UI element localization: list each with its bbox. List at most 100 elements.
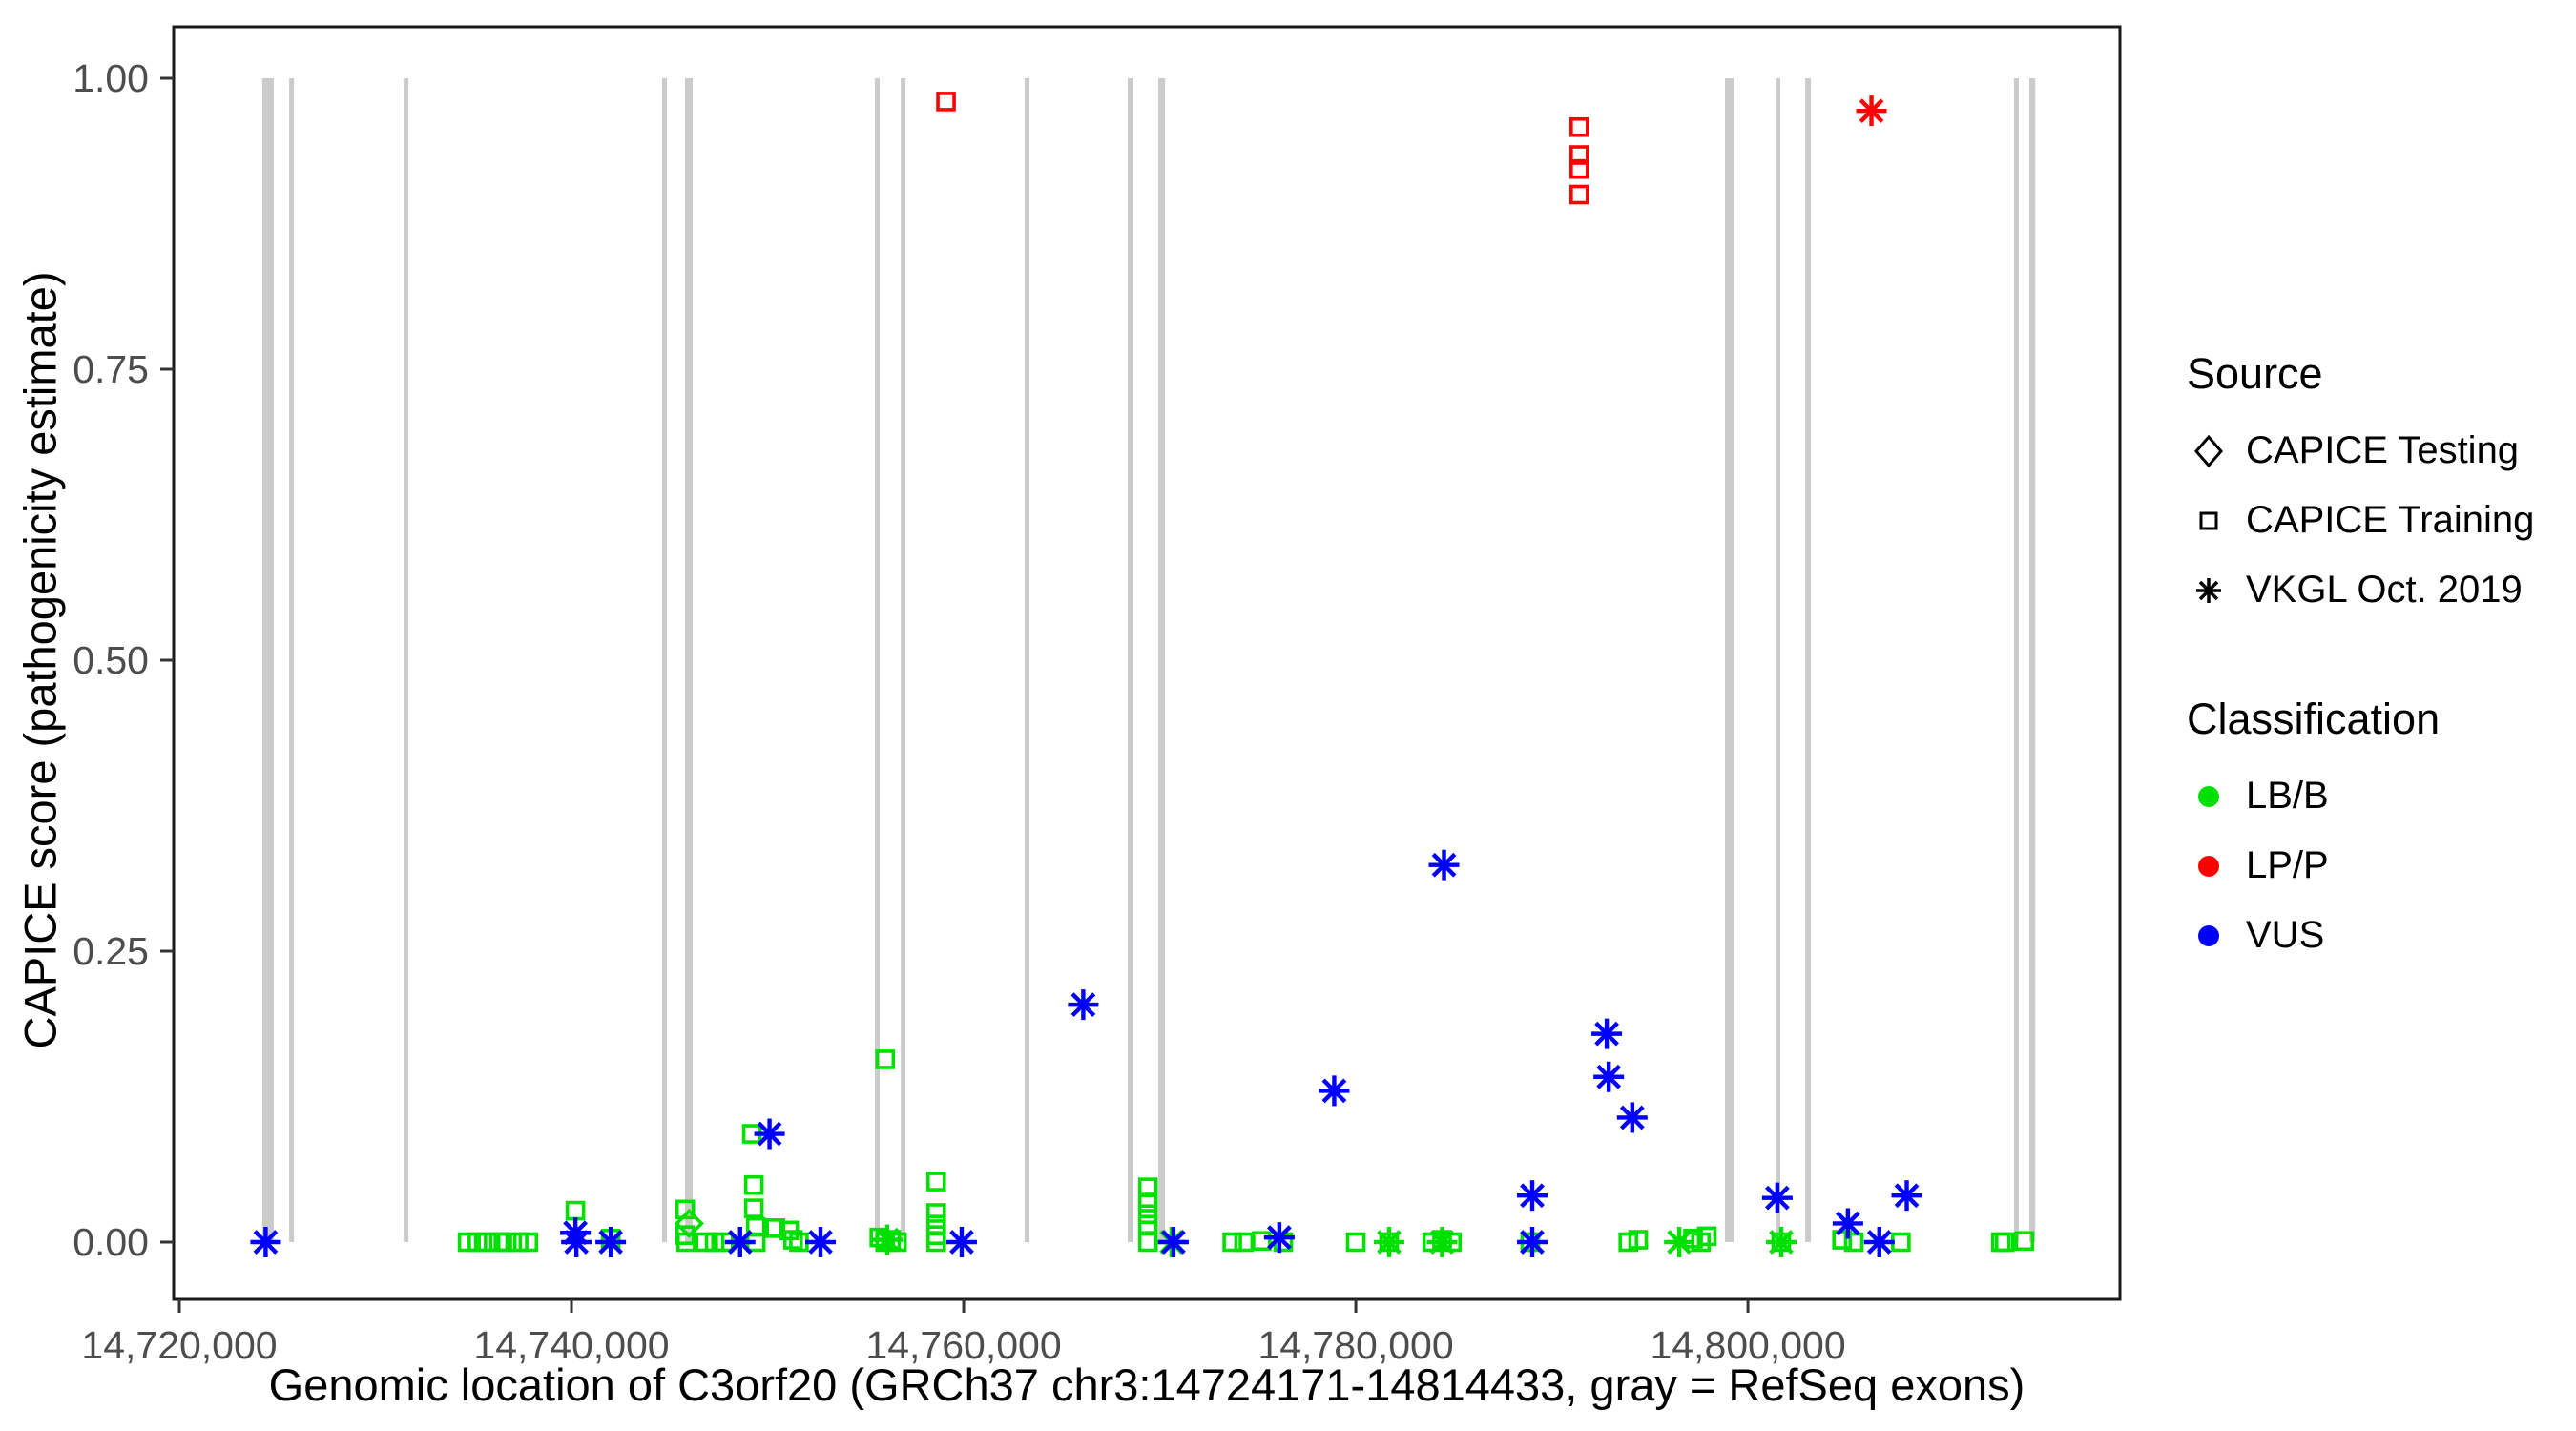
- legend-item-lbb: LB/B: [2187, 761, 2440, 831]
- data-point-square: [925, 1172, 946, 1192]
- data-point-asterisk: [1428, 849, 1460, 881]
- data-point-square: [518, 1232, 539, 1253]
- legend-item-label: VKGL Oct. 2019: [2246, 569, 2523, 611]
- green-dot-icon: [2198, 785, 2219, 807]
- data-point-square: [743, 1174, 764, 1195]
- data-point-asterisk: [1616, 1102, 1648, 1133]
- data-point-asterisk: [1863, 1227, 1895, 1257]
- data-point-square: [936, 92, 956, 112]
- data-point-square: [496, 1232, 517, 1253]
- data-point-square: [925, 1214, 946, 1234]
- exon-bar: [1725, 78, 1734, 1242]
- exon-bar: [685, 78, 693, 1242]
- exon-bars-layer: [261, 78, 2036, 1242]
- data-point-square: [765, 1218, 786, 1238]
- data-point-square: [1696, 1226, 1717, 1247]
- data-point-square: [782, 1230, 803, 1250]
- data-point-asterisk: [1832, 1208, 1863, 1239]
- data-points-layer: [250, 92, 2035, 1257]
- exon-bar: [1805, 78, 1812, 1242]
- red-dot-icon: [2198, 855, 2219, 877]
- legend-item-capice-training: CAPICE Training: [2187, 486, 2534, 555]
- y-tick-label: 0.75: [73, 347, 149, 391]
- exon-bar: [1128, 78, 1133, 1242]
- y-axis-title: CAPICE score (pathogenicity estimate): [14, 271, 66, 1049]
- data-point-asterisk: [595, 1227, 627, 1257]
- data-point-asterisk: [1517, 1180, 1548, 1212]
- data-point-square: [2014, 1231, 2035, 1252]
- x-axis-title: Genomic location of C3orf20 (GRCh37 chr3…: [268, 1359, 2025, 1410]
- exon-bar: [1024, 78, 1029, 1242]
- classification-legend: Classification LB/B LP/P VUS: [2187, 695, 2440, 970]
- data-point-diamond: [674, 1208, 704, 1239]
- data-point-asterisk: [1426, 1227, 1458, 1257]
- data-point-asterisk: [1761, 1182, 1793, 1213]
- source-legend-title: Source: [2187, 349, 2323, 398]
- data-point-square: [1628, 1230, 1649, 1250]
- data-point-asterisk: [871, 1224, 903, 1255]
- exon-bar: [1776, 78, 1780, 1242]
- legend-item-capice-testing: CAPICE Testing: [2187, 416, 2534, 486]
- classification-legend-title: Classification: [2187, 695, 2441, 743]
- axis-ticks-layer: 14,720,000 14,740,000 14,760,000 14,780,000…: [73, 56, 1845, 1367]
- data-point-asterisk: [1766, 1227, 1797, 1257]
- x-tick-label: 14,760,000: [865, 1323, 1061, 1367]
- legend-item-label: LB/B: [2246, 775, 2329, 817]
- data-point-asterisk: [1263, 1222, 1295, 1254]
- asterisk-icon: [2196, 577, 2221, 603]
- data-point-square: [1137, 1214, 1158, 1234]
- square-icon: [2199, 511, 2218, 529]
- data-point-asterisk: [1593, 1061, 1625, 1092]
- data-point-square: [1569, 145, 1589, 165]
- blue-dot-icon: [2198, 924, 2219, 946]
- data-point-asterisk: [754, 1118, 785, 1150]
- source-legend: Source CAPICE Testing CAPICE Training: [2187, 349, 2534, 625]
- data-point-square: [675, 1199, 696, 1220]
- data-point-asterisk: [945, 1227, 977, 1257]
- x-tick-label: 14,780,000: [1257, 1323, 1453, 1367]
- data-point-asterisk: [1068, 989, 1099, 1021]
- y-tick-label: 0.25: [73, 929, 149, 973]
- legend-item-vus: VUS: [2187, 901, 2440, 970]
- y-tick-label: 1.00: [73, 56, 149, 100]
- x-tick-label: 14,740,000: [473, 1323, 669, 1367]
- plot-panel-border: [172, 25, 2122, 1301]
- data-point-square: [675, 1232, 696, 1253]
- data-point-square: [1891, 1232, 1911, 1253]
- data-point-square: [565, 1200, 586, 1221]
- exon-bar: [404, 78, 409, 1242]
- data-point-square: [1234, 1232, 1255, 1253]
- exon-bar: [2013, 78, 2019, 1242]
- exon-bar: [901, 78, 906, 1242]
- data-point-square: [1345, 1232, 1366, 1253]
- y-tick-label: 0.00: [73, 1220, 149, 1264]
- data-point-square: [1252, 1231, 1272, 1252]
- exon-bar: [2029, 78, 2036, 1242]
- data-point-asterisk: [1517, 1227, 1548, 1257]
- data-point-asterisk: [1373, 1227, 1404, 1257]
- exon-bar: [261, 78, 274, 1242]
- exon-bar: [874, 78, 880, 1242]
- data-point-asterisk: [250, 1227, 281, 1257]
- data-point-asterisk: [561, 1227, 592, 1257]
- legend-item-label: CAPICE Training: [2246, 499, 2535, 541]
- x-tick-label: 14,800,000: [1650, 1323, 1845, 1367]
- x-tick-label: 14,720,000: [81, 1323, 277, 1367]
- legend-item-vkgl: VKGL Oct. 2019: [2187, 555, 2534, 625]
- data-point-square: [925, 1203, 946, 1223]
- data-point-asterisk: [1591, 1018, 1623, 1049]
- data-point-square: [1569, 158, 1589, 179]
- data-point-square: [1843, 1232, 1864, 1253]
- y-tick-label: 0.50: [73, 638, 149, 682]
- data-point-asterisk: [1856, 95, 1887, 127]
- data-point-square: [743, 1198, 764, 1218]
- data-point-square: [1137, 1204, 1158, 1225]
- data-point-asterisk: [1891, 1180, 1922, 1212]
- data-point-square: [1222, 1232, 1242, 1253]
- diamond-icon: [2194, 434, 2223, 467]
- data-point-square: [875, 1049, 896, 1069]
- data-point-asterisk: [1664, 1227, 1695, 1257]
- exon-bar: [1158, 78, 1166, 1242]
